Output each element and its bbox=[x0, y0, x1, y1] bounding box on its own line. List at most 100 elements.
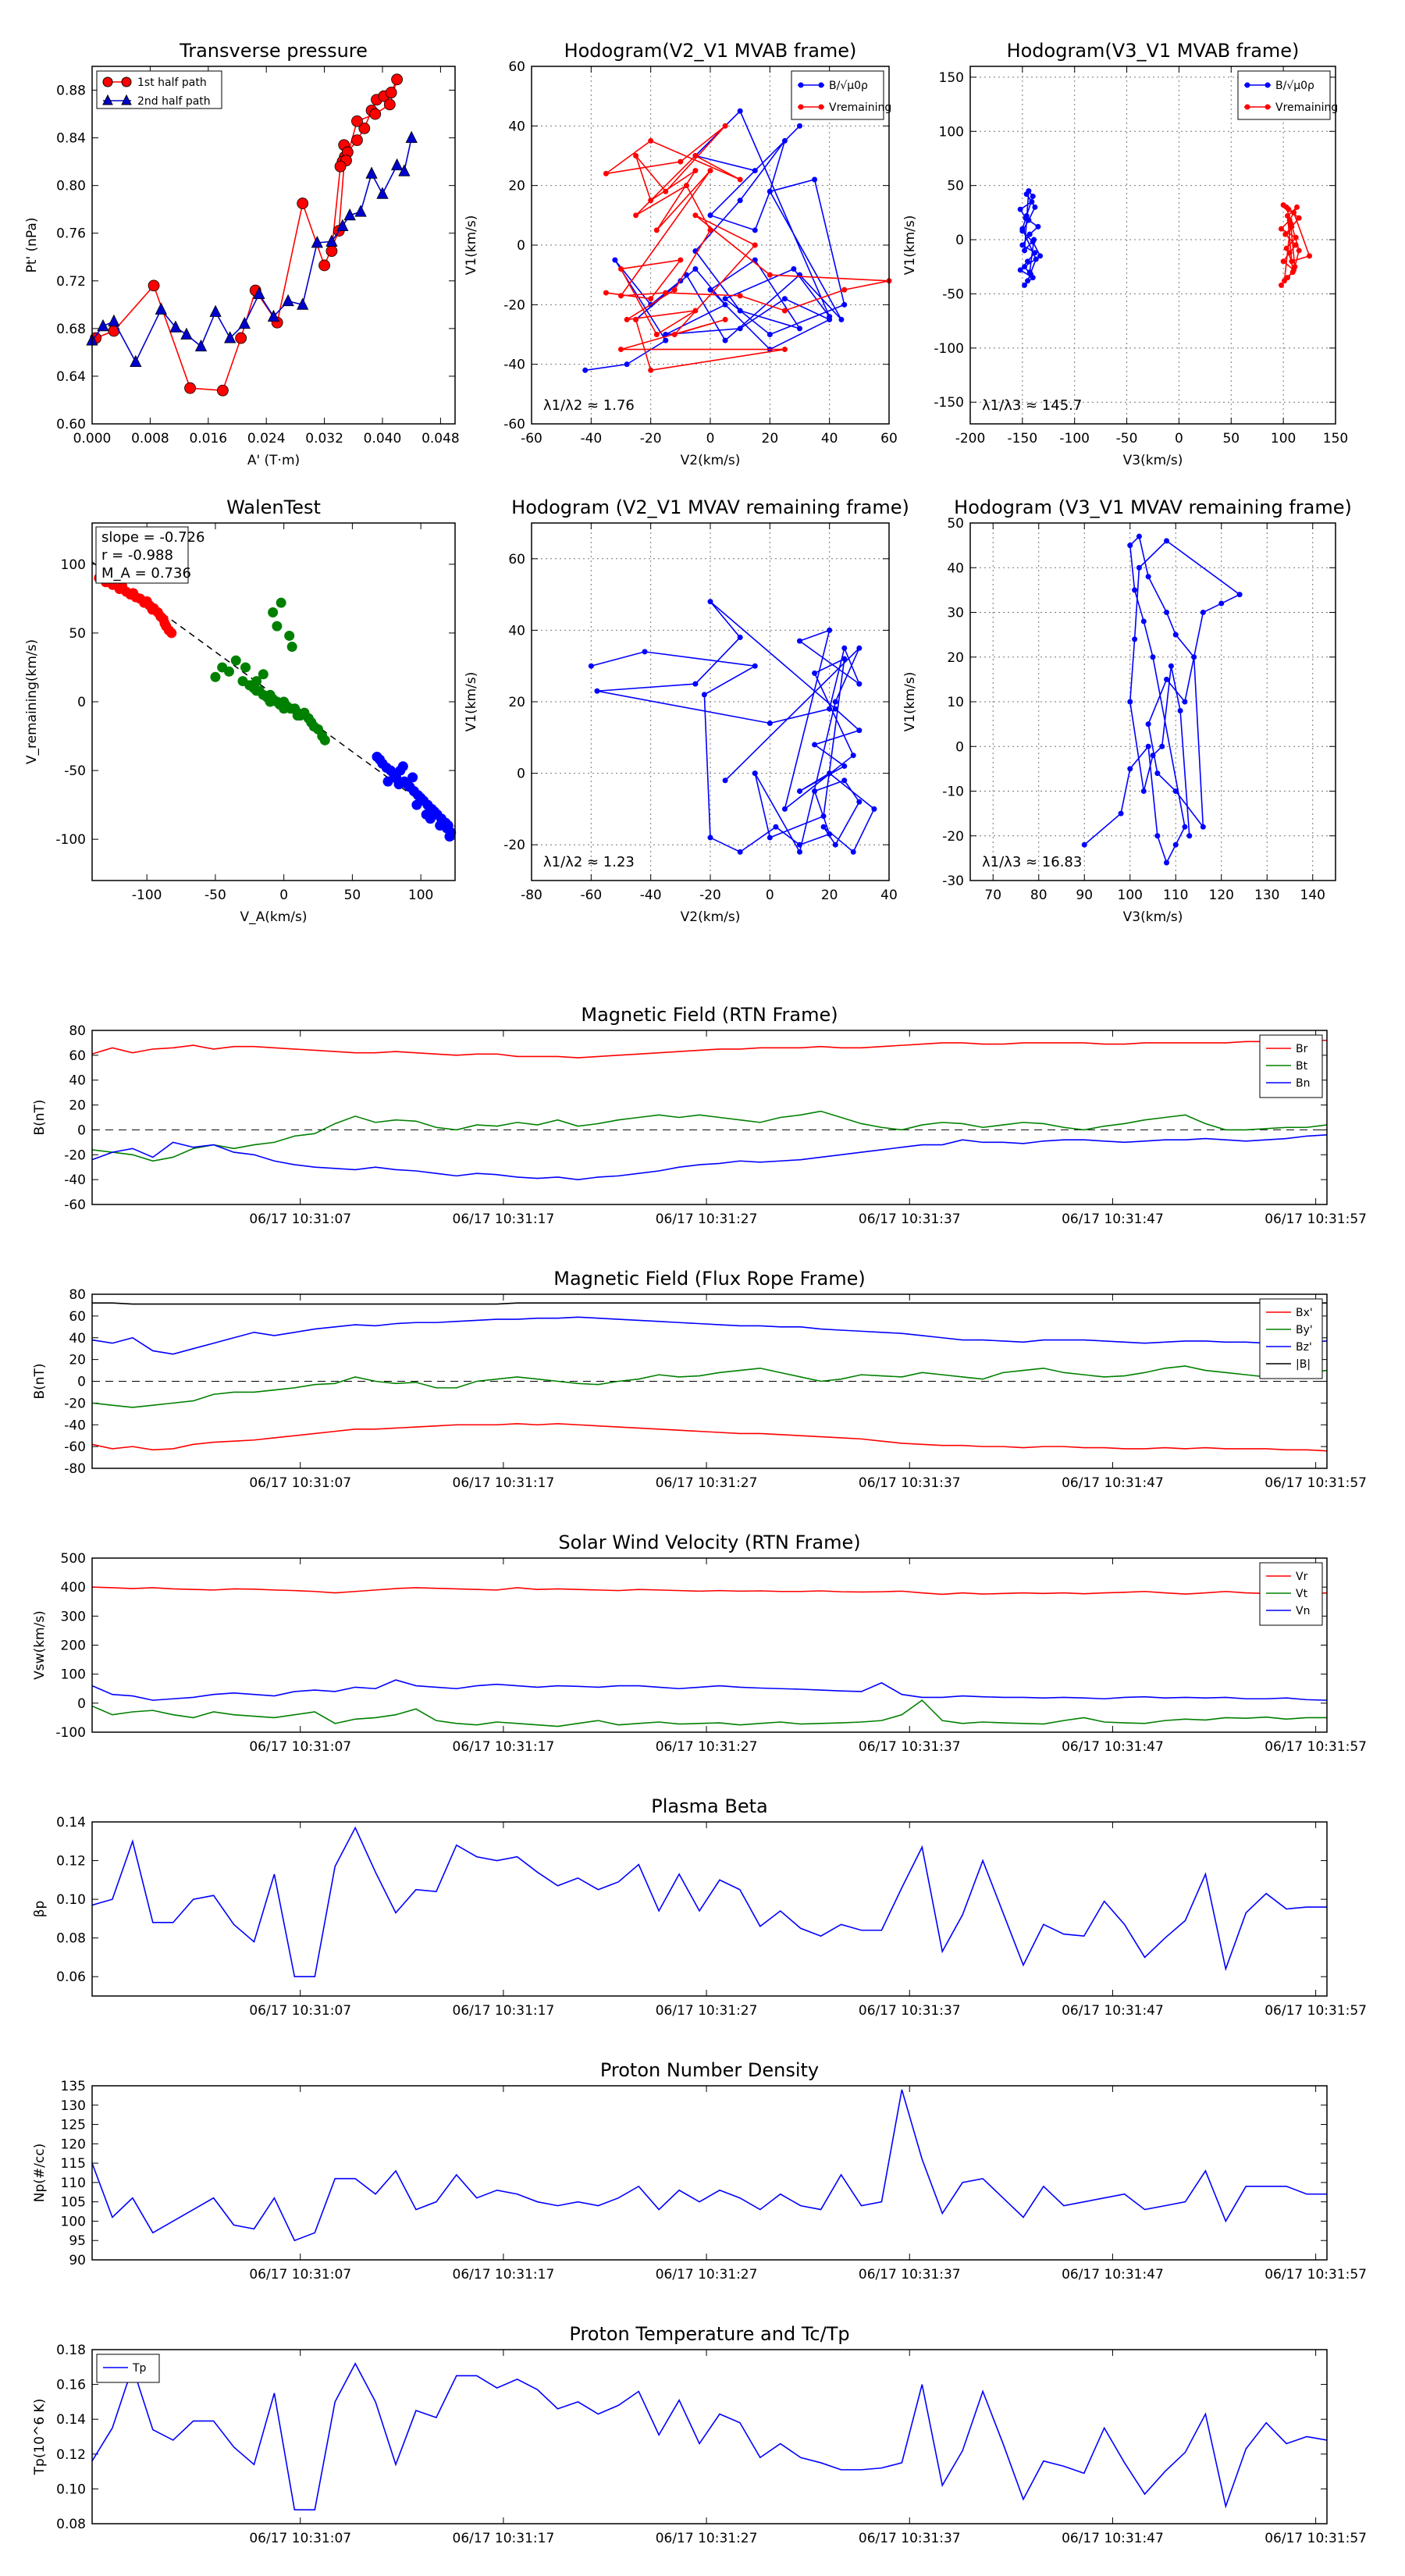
x-tick-label: -20 bbox=[699, 888, 721, 903]
data-point bbox=[1026, 269, 1033, 276]
data-point bbox=[797, 849, 802, 855]
data-point bbox=[692, 308, 699, 314]
legend-marker bbox=[1244, 104, 1250, 110]
x-tick-label: 06/17 10:31:47 bbox=[1062, 1739, 1164, 1755]
data-point bbox=[1032, 250, 1038, 256]
y-tick-label: 135 bbox=[61, 2079, 86, 2094]
data-point bbox=[648, 296, 654, 302]
x-tick-label: 06/17 10:31:27 bbox=[656, 2003, 758, 2019]
chart-title: Plasma Beta bbox=[651, 1795, 767, 1817]
y-tick-label: 0.76 bbox=[56, 226, 86, 242]
legend-marker bbox=[102, 94, 113, 105]
x-tick-label: 100 bbox=[1118, 888, 1143, 903]
chart-tp: 0.08 0.10 0.12 0.14 0.16 0.18 06/17 10:31:07 06… bbox=[32, 2323, 1367, 2546]
data-point bbox=[678, 158, 684, 165]
data-point bbox=[1127, 766, 1133, 772]
data-point bbox=[722, 777, 728, 784]
data-point bbox=[180, 327, 193, 340]
data-point bbox=[336, 219, 349, 231]
data-point bbox=[797, 788, 802, 794]
data-point bbox=[603, 170, 609, 176]
chart-title: Proton Temperature and Tc/Tp bbox=[569, 2323, 849, 2345]
x-tick-label: 50 bbox=[1222, 431, 1240, 447]
x-tick-label: 06/17 10:31:57 bbox=[1264, 1212, 1367, 1227]
x-tick-label: 06/17 10:31:27 bbox=[656, 2531, 758, 2546]
data-point bbox=[692, 168, 699, 174]
data-point bbox=[184, 382, 196, 394]
chart-np: 90 95 100 105 110 115 120 125 130 135 06/17 10:31:… bbox=[32, 2059, 1367, 2282]
data-point bbox=[767, 188, 773, 194]
data-point bbox=[856, 681, 863, 687]
y-tick-label: 60 bbox=[508, 59, 525, 75]
y-tick-label: 115 bbox=[61, 2156, 86, 2172]
plot-frame bbox=[91, 1293, 1328, 1469]
data-point bbox=[820, 813, 827, 820]
y-tick-label: 20 bbox=[947, 650, 964, 666]
data-point bbox=[737, 197, 743, 204]
legend-box bbox=[96, 70, 222, 109]
data-point bbox=[737, 849, 743, 855]
x-tick-label: 06/17 10:31:07 bbox=[249, 1475, 351, 1491]
data-point bbox=[1186, 833, 1193, 839]
data-point bbox=[1282, 231, 1289, 237]
y-axis-label: Vsw(km/s) bbox=[32, 1610, 48, 1680]
x-tick-label: 06/17 10:31:37 bbox=[859, 1212, 961, 1227]
x-tick-label: 06/17 10:31:57 bbox=[1264, 2531, 1367, 2546]
legend-marker bbox=[798, 82, 804, 88]
data-point bbox=[1283, 204, 1289, 210]
data-point bbox=[1140, 618, 1147, 624]
legend-label: Vt bbox=[1296, 1588, 1308, 1600]
data-point bbox=[707, 227, 713, 233]
data-point bbox=[272, 621, 283, 632]
data-point bbox=[318, 259, 331, 272]
x-tick-label: 06/17 10:31:57 bbox=[1264, 2267, 1367, 2282]
y-tick-label: 0.08 bbox=[56, 1931, 86, 1947]
y-tick-label: 0.10 bbox=[56, 1892, 86, 1908]
y-tick-label: 40 bbox=[69, 1331, 86, 1347]
data-point bbox=[692, 266, 699, 272]
y-tick-label: 0.12 bbox=[56, 2447, 86, 2463]
data-point bbox=[1140, 788, 1147, 794]
data-point bbox=[582, 367, 589, 373]
data-point bbox=[827, 831, 833, 837]
data-point bbox=[683, 183, 689, 189]
legend-label: Vremaining bbox=[1275, 101, 1338, 114]
data-point bbox=[1293, 234, 1299, 240]
data-point bbox=[148, 279, 160, 292]
legend-marker bbox=[121, 94, 132, 105]
y-tick-label: 100 bbox=[61, 557, 86, 573]
data-point bbox=[722, 316, 728, 322]
legend-label: 2nd half path bbox=[137, 95, 211, 108]
x-tick-label: 06/17 10:31:47 bbox=[1062, 1212, 1164, 1227]
y-tick-label: 100 bbox=[61, 2214, 86, 2229]
data-point bbox=[1159, 743, 1165, 749]
x-tick-label: 06/17 10:31:07 bbox=[249, 2003, 351, 2019]
y-tick-label: 90 bbox=[69, 2253, 86, 2268]
x-tick-label: -80 bbox=[521, 888, 542, 903]
y-tick-label: -60 bbox=[64, 1439, 86, 1455]
plot-frame bbox=[531, 522, 890, 881]
data-point bbox=[1019, 242, 1026, 248]
data-point bbox=[1289, 269, 1296, 276]
data-point bbox=[425, 813, 436, 824]
x-tick-label: 06/17 10:31:57 bbox=[1264, 2003, 1367, 2019]
data-point bbox=[797, 841, 802, 848]
x-tick-label: 06/17 10:31:17 bbox=[453, 2267, 555, 2282]
data-point bbox=[648, 197, 654, 204]
data-point bbox=[97, 318, 109, 332]
x-tick-label: -50 bbox=[1116, 431, 1138, 447]
data-point bbox=[1296, 215, 1302, 221]
x-tick-label: 90 bbox=[1076, 888, 1093, 903]
data-point bbox=[411, 799, 422, 810]
y-axis-label: B(nT) bbox=[32, 1363, 48, 1399]
data-point bbox=[1296, 247, 1302, 254]
x-tick-label: 06/17 10:31:27 bbox=[656, 2267, 758, 2282]
y-tick-label: 30 bbox=[947, 606, 964, 621]
data-point bbox=[1288, 220, 1294, 226]
data-point bbox=[1294, 204, 1300, 210]
chart-title: WalenTest bbox=[226, 496, 321, 518]
eigenvalue-ratio: λ1/λ3 ≈ 16.83 bbox=[982, 854, 1082, 870]
y-tick-label: -100 bbox=[55, 832, 86, 848]
data-point bbox=[385, 87, 397, 98]
data-point bbox=[1291, 209, 1297, 215]
